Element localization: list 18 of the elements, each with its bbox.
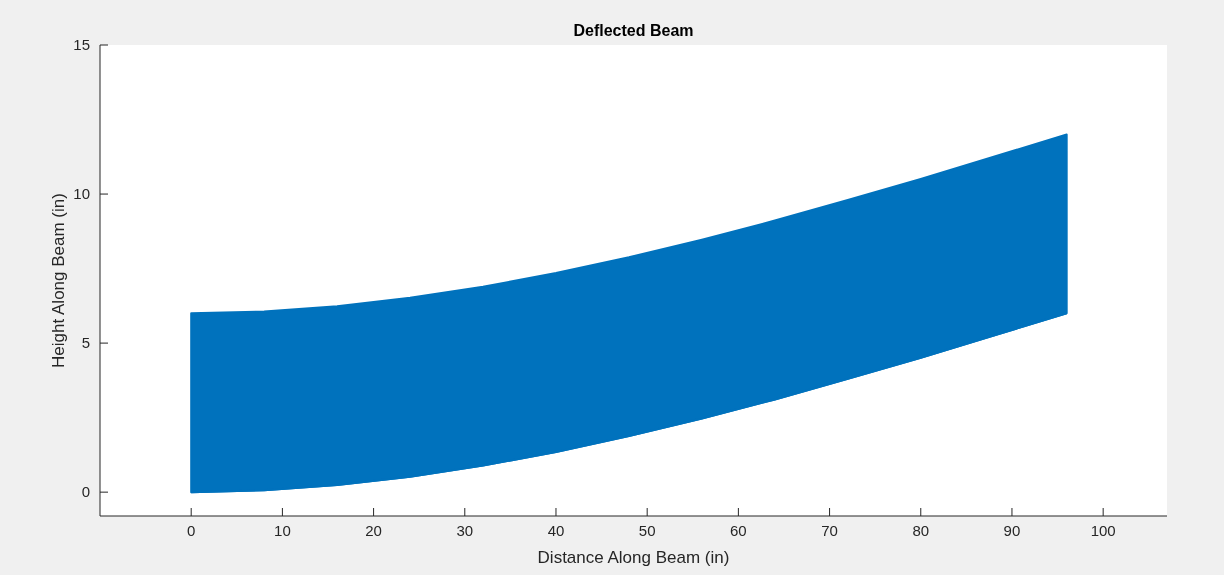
x-tick-label: 60 xyxy=(730,522,747,539)
y-tick-label: 10 xyxy=(73,185,90,203)
x-tick-label: 30 xyxy=(456,522,474,539)
y-tick-label: 15 xyxy=(73,36,90,53)
y-tick-label: 0 xyxy=(81,483,90,501)
x-axis-title: Distance Along Beam (in) xyxy=(537,548,730,567)
x-tick-label: 10 xyxy=(274,522,291,539)
x-tick-label: 80 xyxy=(912,522,930,539)
y-axis-title: Height Along Beam (in) xyxy=(49,193,68,368)
x-tick-label: 0 xyxy=(187,522,196,539)
y-tick-label: 5 xyxy=(81,334,90,352)
x-tick-label: 90 xyxy=(1003,522,1021,539)
x-tick-label: 50 xyxy=(638,522,656,539)
x-tick-label: 20 xyxy=(365,522,382,539)
x-tick-label: 70 xyxy=(821,522,838,539)
x-tick-label: 100 xyxy=(1090,522,1116,539)
chart-title: Deflected Beam xyxy=(573,22,694,39)
x-tick-label: 40 xyxy=(547,522,565,539)
